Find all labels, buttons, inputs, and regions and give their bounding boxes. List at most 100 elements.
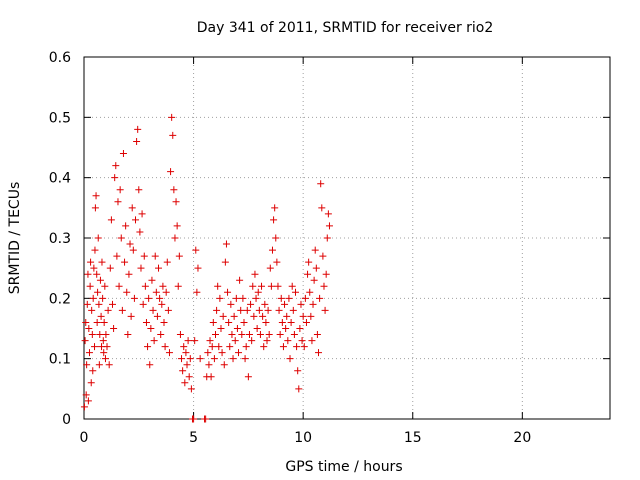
data-point — [281, 300, 289, 308]
data-point — [226, 343, 234, 351]
data-point — [287, 318, 295, 326]
data-point — [123, 288, 131, 296]
data-point — [128, 204, 136, 212]
data-point — [236, 276, 244, 284]
data-point — [239, 294, 247, 302]
data-point — [160, 318, 168, 326]
data-point — [134, 125, 142, 133]
data-point — [86, 282, 94, 290]
data-point — [216, 294, 224, 302]
data-point — [299, 312, 307, 320]
data-point — [237, 306, 245, 314]
data-point — [159, 282, 167, 290]
data-point — [241, 355, 249, 363]
data-point — [235, 349, 243, 357]
data-point — [121, 258, 129, 266]
data-point — [208, 343, 216, 351]
data-point — [112, 162, 120, 170]
data-point — [291, 288, 299, 296]
data-point — [250, 312, 258, 320]
data-point — [102, 331, 110, 339]
data-point — [270, 216, 278, 224]
x-tick-label: 10 — [294, 430, 312, 446]
data-point — [289, 306, 297, 314]
data-point — [80, 403, 88, 411]
data-point — [260, 343, 268, 351]
data-point — [304, 270, 312, 278]
data-point — [318, 204, 326, 212]
data-point — [173, 222, 181, 230]
plot-frame — [83, 56, 611, 420]
data-point — [264, 306, 272, 314]
data-point — [268, 246, 276, 254]
data-point — [84, 397, 92, 405]
y-axis-label: SRMTID / TECUs — [7, 182, 23, 295]
y-tick-label: 0.4 — [49, 171, 71, 187]
data-point — [155, 264, 163, 272]
data-point — [315, 349, 323, 357]
data-point — [141, 282, 149, 290]
data-point — [311, 246, 319, 254]
data-point — [132, 216, 140, 224]
data-point — [285, 294, 293, 302]
data-point — [221, 258, 229, 266]
data-point — [212, 331, 219, 339]
data-point — [190, 415, 198, 423]
data-point — [104, 306, 112, 314]
data-point — [99, 337, 107, 345]
data-point — [213, 306, 221, 314]
data-point — [96, 331, 104, 339]
data-point — [167, 168, 175, 176]
tick-labels: 0 5 10 15 20 0 0.1 0.2 0.3 0.4 0.5 0.6 — [49, 50, 532, 446]
data-point — [219, 312, 227, 320]
data-point — [263, 337, 271, 345]
data-point — [144, 343, 152, 351]
x-tick-label: 15 — [404, 430, 422, 446]
data-point — [279, 343, 287, 351]
data-point — [210, 355, 218, 363]
data-point — [274, 282, 282, 290]
data-point — [251, 270, 259, 278]
data-point — [273, 258, 281, 266]
data-point — [323, 234, 331, 242]
data-point — [290, 331, 298, 339]
data-point — [150, 337, 158, 345]
data-point — [146, 361, 154, 369]
data-point — [245, 331, 253, 339]
data-point — [89, 367, 97, 375]
data-point — [262, 318, 270, 326]
data-point — [92, 192, 100, 200]
data-point — [312, 264, 320, 272]
data-point — [169, 131, 177, 139]
data-point — [175, 252, 183, 260]
data-point — [240, 318, 248, 326]
data-point — [325, 222, 333, 230]
data-point — [156, 294, 164, 302]
data-point — [94, 288, 102, 296]
data-point — [115, 282, 123, 290]
data-point — [98, 258, 106, 266]
data-point — [222, 240, 230, 248]
data-point — [161, 343, 169, 351]
data-point — [119, 150, 127, 158]
data-point — [127, 312, 135, 320]
data-point — [298, 337, 306, 345]
data-point — [147, 325, 155, 332]
data-point — [162, 288, 170, 296]
data-point — [183, 361, 191, 369]
data-point — [184, 337, 192, 345]
data-point — [247, 300, 255, 308]
data-point — [243, 306, 251, 314]
data-point — [101, 282, 109, 290]
x-tick-label: 5 — [189, 430, 198, 446]
data-point — [256, 331, 264, 339]
data-point — [96, 276, 104, 284]
data-point — [122, 222, 130, 230]
data-point — [206, 337, 214, 345]
data-point — [145, 294, 153, 302]
data-point — [294, 367, 302, 375]
data-point — [233, 325, 241, 332]
grid-lines — [84, 57, 610, 419]
data-point — [149, 306, 157, 314]
data-point — [238, 331, 246, 339]
